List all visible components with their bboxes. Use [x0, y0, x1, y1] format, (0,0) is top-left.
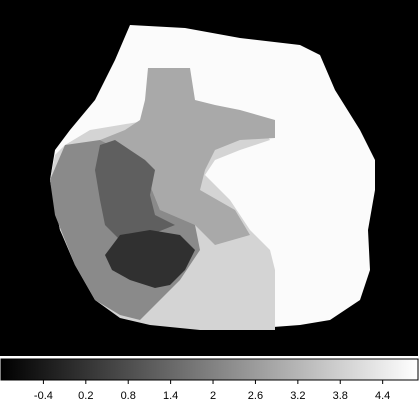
colorbar-tick-label: 4.4 [375, 390, 390, 402]
colorbar [0, 358, 419, 381]
colorbar-tick-label: 2 [210, 390, 216, 402]
colorbar-tick-label: 0.8 [121, 390, 136, 402]
colorbar-tick-label: 3.8 [333, 390, 348, 402]
colorbar-tick-label: -0.4 [34, 390, 53, 402]
region [105, 230, 195, 288]
region [100, 68, 275, 245]
colorbar-tick-label: 0.2 [78, 390, 93, 402]
colorbar-tick-label: 3.2 [290, 390, 305, 402]
colorbar-tick-label: 1.4 [163, 390, 178, 402]
region [95, 140, 175, 240]
colorbar-tick-label: 2.6 [248, 390, 263, 402]
